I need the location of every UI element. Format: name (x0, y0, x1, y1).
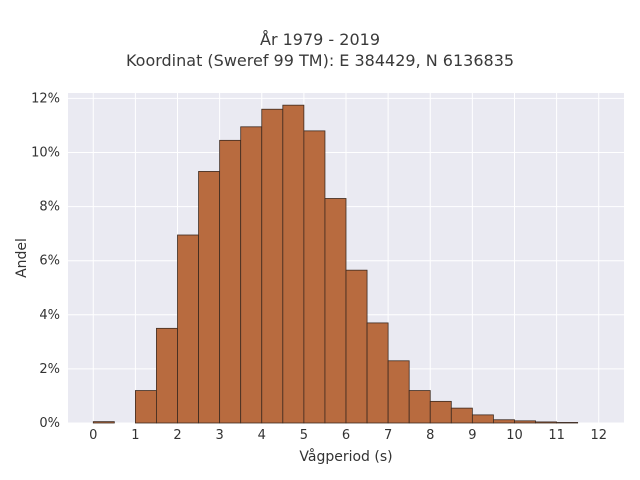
x-tick-label: 5 (300, 428, 308, 443)
histogram-bar (198, 171, 221, 424)
histogram-bar (345, 269, 368, 424)
histogram-bar (92, 421, 115, 424)
y-tick-label: 2% (39, 362, 60, 377)
histogram-bar (219, 139, 242, 424)
histogram-bar (429, 400, 452, 424)
histogram-bar (408, 390, 431, 424)
x-tick-label: 12 (590, 428, 607, 443)
x-tick-label: 4 (258, 428, 266, 443)
histogram-bar (514, 420, 536, 424)
histogram-bar (366, 322, 389, 424)
y-tick-labels: 0% 2% 4% 6% 8% 10% 12% (31, 91, 60, 431)
x-tick-label: 6 (342, 428, 350, 443)
x-tick-labels: 0 1 2 3 4 5 6 7 8 9 10 11 12 (89, 428, 607, 443)
histogram-bar (535, 421, 558, 424)
x-axis-label: Vågperiod (s) (299, 448, 392, 465)
y-tick-label: 0% (39, 416, 60, 431)
y-tick-label: 8% (39, 200, 60, 215)
histogram-bar (324, 198, 347, 424)
histogram-bar (471, 414, 494, 424)
y-tick-label: 12% (31, 91, 60, 106)
x-tick-label: 9 (468, 428, 476, 443)
histogram-bar (450, 407, 473, 424)
x-tick-label: 3 (215, 428, 223, 443)
x-tick-label: 10 (506, 428, 523, 443)
y-tick-label: 6% (39, 254, 60, 269)
y-tick-label: 10% (31, 146, 60, 161)
histogram-bar (556, 422, 579, 424)
histogram-bar (387, 360, 410, 424)
histogram-bar (156, 327, 178, 424)
x-tick-label: 11 (548, 428, 565, 443)
chart-title-line-2: Koordinat (Sweref 99 TM): E 384429, N 61… (125, 51, 515, 70)
x-tick-label: 0 (89, 428, 97, 443)
histogram-bar (177, 234, 199, 424)
x-tick-label: 8 (426, 428, 434, 443)
x-tick-label: 7 (384, 428, 392, 443)
histogram-bar (282, 104, 305, 424)
histogram-bar (261, 108, 284, 424)
histogram-bar (303, 130, 326, 424)
histogram-bar (240, 126, 263, 424)
histogram-bars (92, 104, 579, 424)
y-axis-label: Andel (14, 238, 30, 278)
histogram-bar (134, 390, 157, 424)
x-tick-label: 2 (173, 428, 181, 443)
chart-title-line-1: År 1979 - 2019 (260, 30, 380, 49)
x-tick-label: 1 (131, 428, 139, 443)
y-tick-label: 4% (39, 308, 60, 323)
histogram-bar (493, 419, 515, 424)
